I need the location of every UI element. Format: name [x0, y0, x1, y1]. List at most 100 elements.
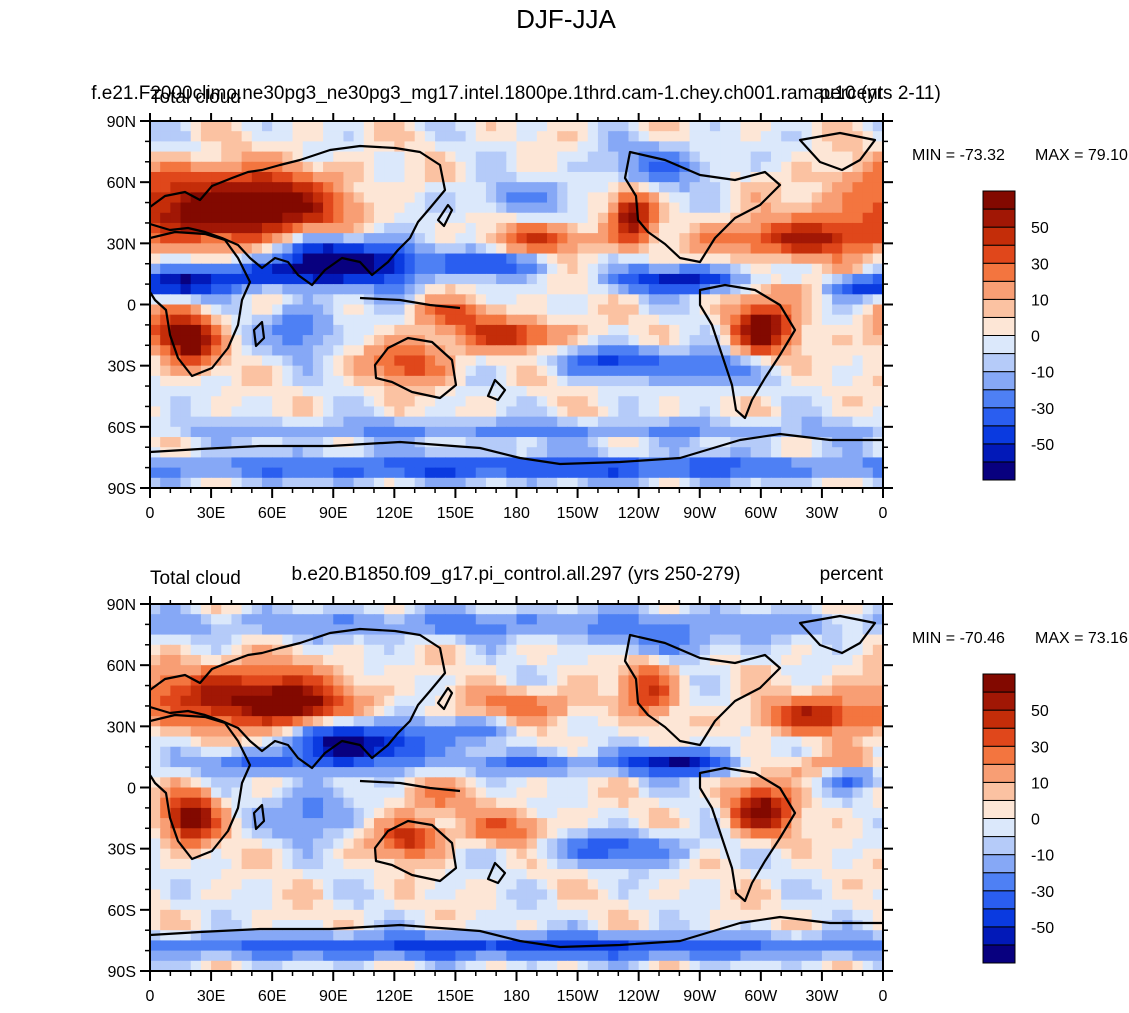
- field-cell: [536, 624, 548, 636]
- field-cell: [200, 828, 212, 840]
- field-cell: [394, 314, 406, 326]
- field-cell: [394, 324, 406, 336]
- field-cell: [811, 604, 823, 615]
- field-cell: [720, 869, 731, 880]
- field-cell: [363, 828, 375, 840]
- field-cell: [587, 141, 599, 153]
- field-cell: [160, 161, 171, 173]
- field-cell: [231, 889, 243, 901]
- field-cell: [404, 726, 416, 738]
- field-cell: [526, 171, 538, 183]
- field-cell: [241, 273, 253, 285]
- field-cell: [618, 767, 630, 778]
- field-cell: [791, 828, 803, 840]
- field-cell: [771, 746, 782, 758]
- field-cell: [821, 899, 833, 911]
- field-cell: [526, 345, 538, 357]
- field-cell: [771, 716, 782, 727]
- field-cell: [842, 869, 854, 880]
- field-cell: [160, 314, 171, 326]
- field-cell: [292, 767, 304, 778]
- field-cell: [211, 685, 222, 697]
- field-cell: [272, 304, 283, 316]
- field-cell: [373, 386, 385, 397]
- field-cell: [424, 634, 436, 646]
- field-cell: [771, 386, 782, 397]
- field-cell: [363, 375, 375, 387]
- field-cell: [394, 406, 406, 418]
- field-cell: [445, 869, 457, 880]
- field-cell: [221, 665, 233, 676]
- field-cell: [526, 858, 538, 870]
- field-cell: [261, 467, 273, 479]
- field-cell: [302, 314, 314, 326]
- field-cell: [150, 685, 161, 697]
- field-cell: [536, 355, 548, 367]
- field-cell: [638, 355, 650, 367]
- field-cell: [282, 654, 294, 666]
- field-cell: [241, 467, 253, 479]
- field-cell: [435, 396, 446, 408]
- field-cell: [475, 182, 487, 193]
- field-cell: [801, 726, 813, 738]
- field-cell: [852, 192, 864, 204]
- field-cell: [567, 604, 579, 615]
- field-cell: [292, 624, 304, 636]
- field-cell: [404, 828, 416, 840]
- field-cell: [821, 828, 833, 840]
- field-cell: [363, 222, 375, 234]
- field-cell: [323, 736, 334, 748]
- field-cell: [465, 222, 477, 234]
- field-cell: [862, 355, 874, 367]
- field-cell: [618, 284, 630, 295]
- field-cell: [832, 233, 843, 244]
- field-cell: [618, 253, 630, 265]
- coast-australia: [373, 336, 458, 400]
- field-cell: [221, 644, 233, 656]
- field-cell: [221, 192, 233, 204]
- field-cell: [577, 355, 589, 367]
- field-cell: [801, 192, 813, 204]
- field-cell: [190, 477, 202, 488]
- field-cell: [170, 726, 182, 738]
- field-cell: [821, 121, 833, 132]
- field-cell: [872, 121, 883, 132]
- field-cell: [435, 879, 446, 891]
- field-cell: [404, 182, 416, 193]
- field-cell: [852, 355, 864, 367]
- field-cell: [200, 614, 212, 625]
- field-cell: [323, 202, 334, 214]
- field-cell: [526, 131, 538, 142]
- field-cell: [781, 263, 792, 275]
- field-cell: [353, 654, 365, 666]
- field-cell: [801, 263, 813, 275]
- field-cell: [160, 233, 171, 244]
- field-cell: [485, 818, 497, 829]
- field-cell: [811, 777, 823, 789]
- field-cell: [536, 746, 548, 758]
- field-cell: [485, 151, 497, 163]
- field-cell: [699, 121, 711, 132]
- field-cell: [353, 869, 365, 880]
- field-cell: [414, 787, 426, 799]
- field-cell: [516, 263, 528, 275]
- field-cell: [801, 716, 813, 727]
- field-cell: [190, 736, 202, 748]
- field-cell: [292, 273, 304, 285]
- field-cell: [373, 375, 385, 387]
- panel-1-coastlines: [150, 131, 883, 466]
- field-cell: [445, 797, 457, 809]
- field-cell: [231, 869, 243, 880]
- field-cell: [333, 396, 345, 408]
- field-cell: [628, 614, 640, 625]
- field-cell: [200, 151, 212, 163]
- field-cell: [373, 202, 385, 214]
- field-cell: [373, 654, 385, 666]
- field-cell: [200, 355, 212, 367]
- field-cell: [333, 858, 345, 870]
- field-cell: [241, 634, 253, 646]
- field-cell: [557, 141, 568, 153]
- colorbar-tick-label: -10: [1031, 365, 1054, 382]
- field-cell: [516, 477, 528, 488]
- field-cell: [445, 171, 457, 183]
